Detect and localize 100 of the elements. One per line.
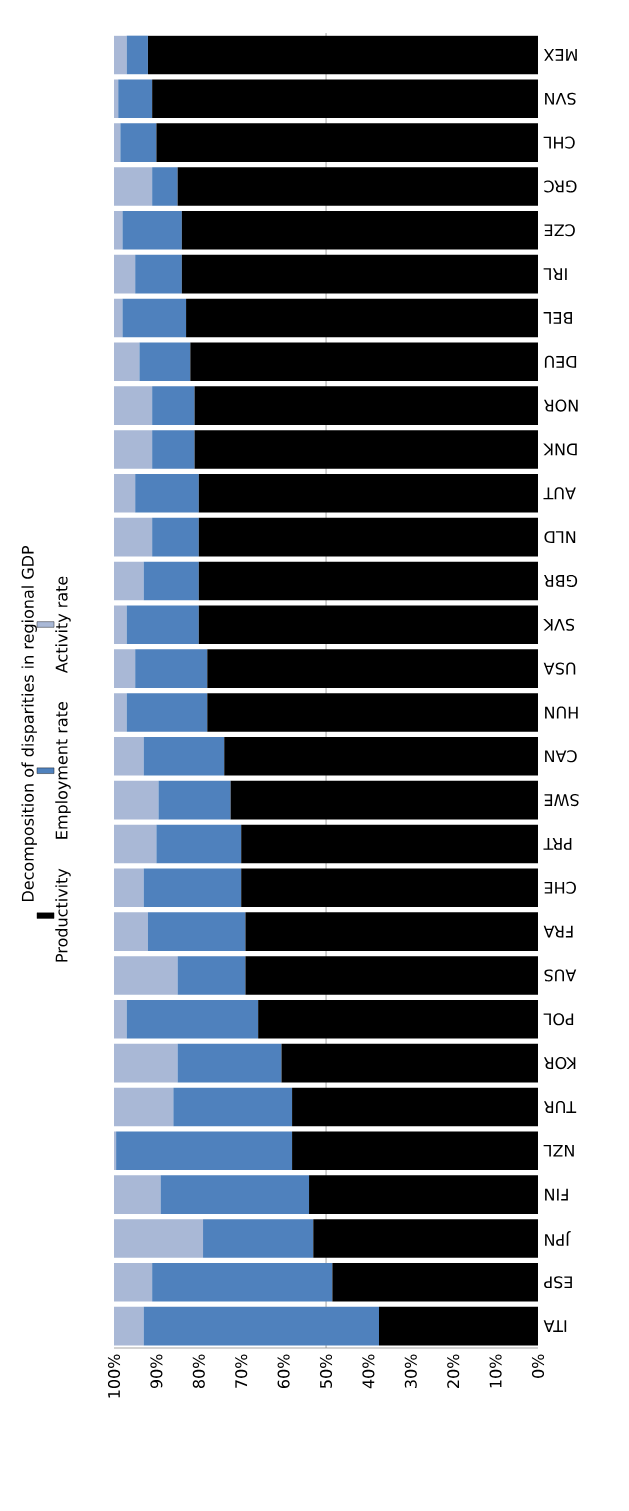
bar [152,1262,333,1302]
bar [186,298,538,338]
y-tick-label: ITA [543,1320,567,1332]
y-tick-label: MEX [544,49,577,61]
x-tick-label: 50% [319,1354,333,1388]
x-tick-label: 20% [447,1354,460,1388]
bar [190,342,538,382]
bar [114,254,136,294]
bar [198,605,538,645]
legend-label: Productivity [55,868,71,962]
bar [114,868,144,908]
x-tick-label: 100% [107,1354,121,1398]
bar [181,254,538,294]
y-tick-label: DEU [544,355,577,368]
bar [245,956,538,995]
bar [309,1175,538,1214]
bar [173,1087,293,1127]
bar [332,1262,538,1302]
bar [152,79,538,119]
bar [114,561,144,601]
bar [177,956,246,995]
y-tick-label: AUT [543,487,576,500]
bar [114,473,136,513]
y-tick-label: TUR [544,1100,577,1113]
bar [114,605,127,645]
bar [245,912,538,951]
y-tick-label: GRC [544,180,577,193]
bar [152,386,195,425]
y-tick-label: SWE [544,794,579,807]
bar [224,736,538,776]
y-tick-label: HUN [545,706,578,719]
bar [143,1306,379,1346]
bar [177,1043,282,1083]
y-tick-label: IRL [543,268,567,280]
bar [194,430,538,469]
bar [158,780,231,820]
bar [114,1131,117,1171]
y-tick-label: NOR [544,399,578,412]
bar [181,210,538,250]
x-tick-label: 90% [150,1354,163,1389]
bar [207,693,538,732]
bar [114,912,148,951]
bar [194,386,538,425]
bar [114,649,136,688]
bar [143,561,199,601]
bar [114,1306,144,1346]
bar [114,1087,174,1127]
x-tick-label: 30% [404,1354,417,1388]
y-tick-label: SVN [545,92,576,105]
x-tick-label: 80% [192,1354,205,1389]
bar [114,1262,153,1302]
y-tick-label: NZL [543,1144,574,1157]
bar [198,473,538,513]
y-tick-label: SVK [543,618,575,631]
y-tick-label: CAN [545,750,577,763]
bar [114,1043,178,1083]
bar [126,693,208,732]
bar [281,1043,538,1083]
y-tick-label: GBR [544,574,578,587]
bar [160,1175,310,1214]
bar [152,167,178,206]
bar [203,1219,314,1258]
bar [230,780,538,820]
bar [126,999,259,1039]
bar [292,1131,538,1171]
bar [135,254,182,294]
legend-label: Employment rate [55,702,71,839]
bar [241,824,538,864]
bar [114,167,153,206]
bar [177,167,538,206]
bar [198,517,538,557]
x-tick-label: 10% [489,1354,502,1388]
bar [143,736,225,776]
y-tick-label: BEL [543,312,572,324]
bar [147,35,538,75]
y-tick-label: CHL [543,136,575,149]
bar [114,123,121,162]
y-tick-label: NLD [544,531,576,543]
bar [114,780,159,820]
y-tick-label: KOR [543,1057,576,1070]
y-tick-label: PRT [543,838,572,850]
bar [114,1175,161,1214]
bar [114,210,123,250]
bar [118,79,153,119]
bar [114,824,157,864]
bar [241,868,538,908]
bar [156,824,242,864]
text: Decomposition of disparities in regional GDP [21,545,37,901]
y-tick-label: POL [543,1013,574,1026]
bar [126,605,199,645]
y-tick-label: JPN [545,1231,571,1246]
bar [114,999,127,1039]
bar [114,386,153,425]
y-tick-label: CHE [544,881,576,894]
bar [207,649,538,688]
bar [114,298,123,338]
bar [114,736,144,776]
y-tick-label: CZE [544,224,575,237]
y-tick-label: USA [543,662,576,675]
y-tick-label: DNK [543,443,577,456]
